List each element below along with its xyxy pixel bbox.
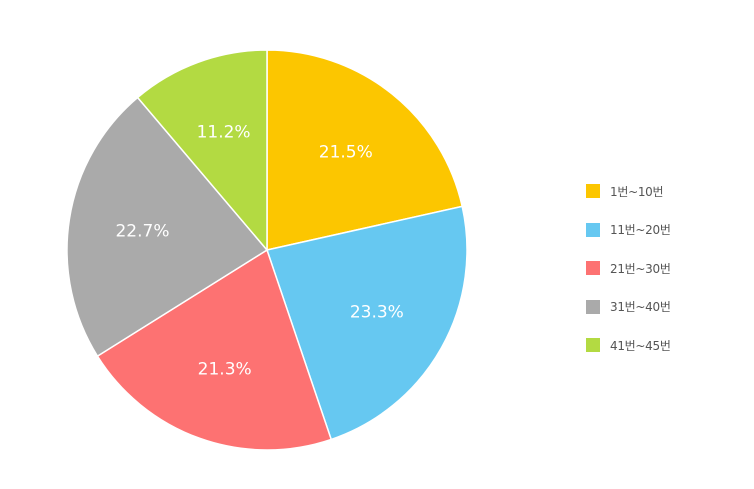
pie-slice-11-20[interactable]	[266, 205, 468, 441]
data-label-slice-31-40: 22.7%	[115, 222, 169, 242]
legend-label: 11번~20번	[610, 223, 671, 238]
legend-label: 21번~30번	[610, 261, 671, 276]
legend-item-1-10[interactable]: 1번~10번	[586, 172, 671, 211]
legend-label: 1번~10번	[610, 184, 664, 199]
legend-item-21-30[interactable]: 21번~30번	[586, 249, 671, 288]
data-label-slice-21-30: 21.3%	[198, 360, 252, 380]
legend-item-41-45[interactable]: 41번~45번	[586, 326, 671, 365]
legend-swatch	[586, 299, 600, 314]
data-label-slice-11-20: 23.3%	[350, 303, 404, 323]
legend-swatch	[586, 184, 600, 199]
pie-slice-21-30[interactable]	[96, 248, 333, 451]
data-label-slice-41-45: 11.2%	[197, 123, 251, 143]
data-label-slice-1-10: 21.5%	[319, 143, 373, 163]
legend-item-31-40[interactable]: 31번~40번	[586, 288, 671, 327]
legend-label: 31번~40번	[610, 300, 671, 315]
legend: 1번~10번 11번~20번 21번~30번 31번~40번 41번~45번	[586, 172, 671, 365]
legend-swatch	[586, 222, 600, 237]
legend-label: 41번~45번	[610, 338, 671, 353]
legend-swatch	[586, 261, 600, 276]
pie-slice-1-10[interactable]	[266, 49, 464, 251]
pie-slice-31-40[interactable]	[66, 96, 269, 358]
pie-slice-41-45[interactable]	[136, 49, 268, 253]
legend-swatch	[586, 338, 600, 353]
legend-item-11-20[interactable]: 11번~20번	[586, 211, 671, 250]
